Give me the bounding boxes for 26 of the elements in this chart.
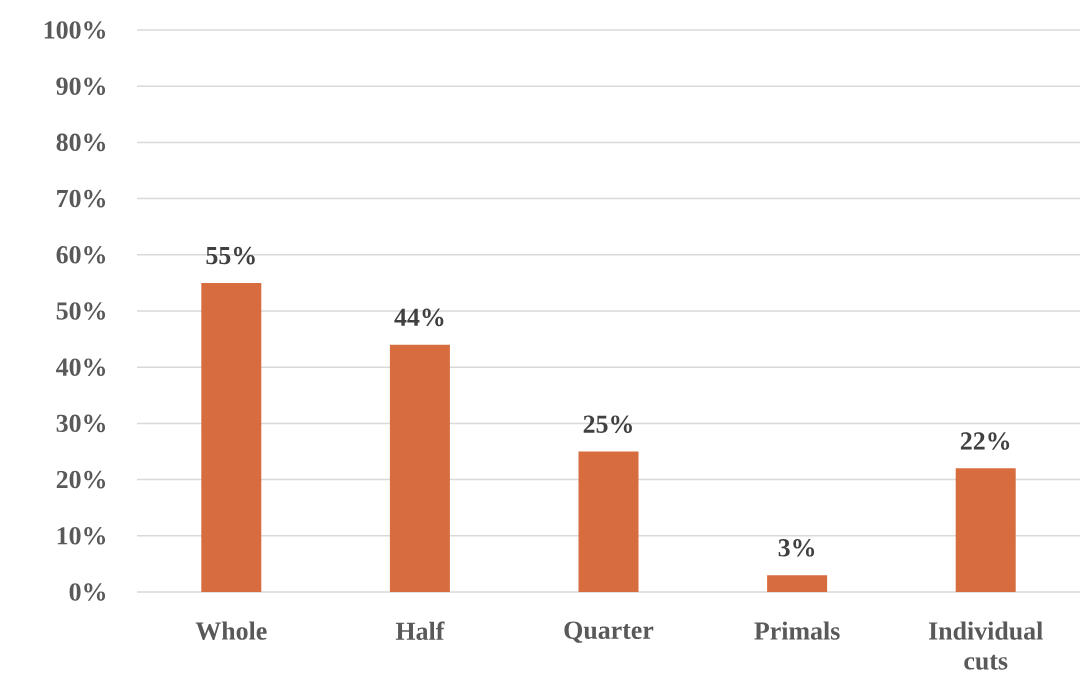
y-tick-label: 40% [56, 358, 106, 376]
y-tick-label: 0% [69, 583, 106, 601]
data-label: 3% [778, 539, 815, 557]
bar [389, 344, 450, 592]
y-tick-label: 100% [44, 21, 106, 39]
bar [578, 451, 639, 592]
y-tick-label: 30% [56, 414, 106, 433]
bar [955, 468, 1016, 592]
data-label: 22% [960, 432, 1010, 450]
x-tick-label: Whole [195, 621, 267, 640]
data-label: 25% [583, 415, 632, 433]
data-label: 44% [394, 308, 444, 327]
x-tick-label: Quarter [564, 621, 654, 643]
x-tick-label: Primals [754, 621, 840, 640]
y-tick-label: 70% [57, 189, 106, 208]
data-label: 55% [206, 246, 255, 265]
bar [767, 575, 828, 592]
y-tick-label: 90% [56, 77, 106, 95]
y-tick-label: 20% [56, 470, 106, 489]
y-tick-label: 80% [56, 133, 106, 152]
x-tick-label: Individual cuts [928, 621, 1043, 670]
y-tick-label: 10% [57, 527, 106, 545]
y-tick-label: 50% [56, 302, 106, 320]
bar [201, 282, 262, 592]
x-tick-label: Half [395, 621, 445, 641]
y-tick-label: 60% [56, 246, 106, 264]
